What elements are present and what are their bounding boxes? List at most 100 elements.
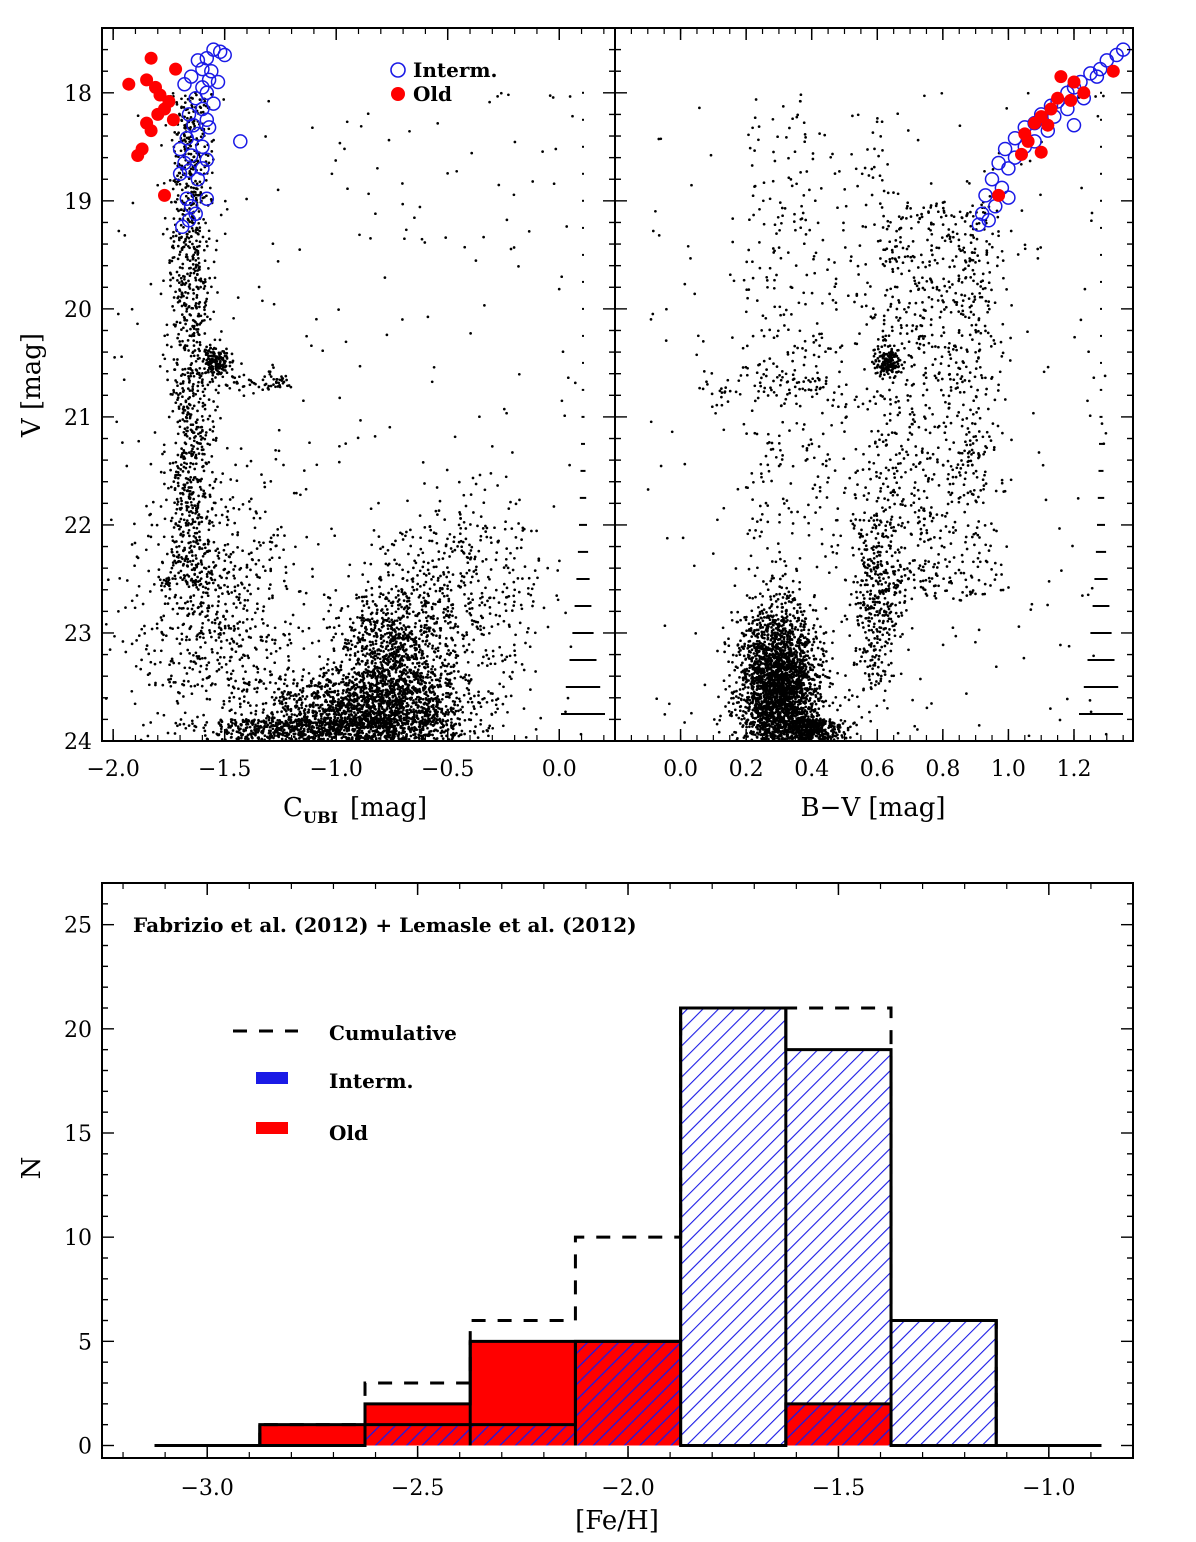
field-star (311, 691, 315, 695)
field-star (190, 607, 194, 611)
field-star (214, 513, 218, 517)
field-star (369, 612, 373, 616)
field-star (462, 575, 466, 579)
field-star (255, 648, 258, 651)
field-star (360, 713, 364, 717)
field-star (159, 505, 163, 508)
field-star (394, 698, 398, 701)
field-star (256, 667, 260, 671)
field-star (400, 605, 403, 609)
field-star (477, 690, 480, 694)
field-star (428, 686, 431, 690)
field-star (192, 271, 196, 275)
field-star (434, 647, 438, 651)
field-star (476, 736, 480, 739)
field-star (387, 562, 391, 566)
field-star (269, 547, 273, 551)
field-star (407, 625, 411, 629)
field-star (208, 493, 212, 497)
field-star (179, 533, 182, 537)
field-star (391, 647, 395, 651)
field-star (225, 610, 229, 613)
field-star (251, 719, 254, 723)
field-star (474, 482, 478, 486)
field-star (365, 602, 369, 606)
field-star (212, 540, 216, 544)
field-star (375, 635, 379, 639)
field-star (399, 710, 403, 714)
field-star (469, 711, 473, 715)
field-star (322, 737, 325, 741)
field-star (405, 734, 408, 737)
field-star (206, 594, 210, 598)
field-star (301, 687, 305, 690)
field-star (451, 687, 455, 690)
field-star (488, 606, 492, 609)
field-star (246, 701, 250, 705)
field-star (372, 634, 376, 638)
field-star (203, 284, 207, 288)
field-star (250, 617, 254, 621)
field-star (220, 513, 224, 517)
field-star (169, 272, 173, 276)
field-star (400, 645, 404, 648)
field-star (271, 638, 274, 642)
field-star (487, 690, 490, 693)
field-star (237, 730, 240, 734)
field-star (226, 542, 230, 546)
field-star (180, 632, 184, 636)
field-star (388, 631, 391, 635)
field-star (483, 488, 487, 492)
field-star (263, 481, 266, 485)
field-star (176, 420, 180, 424)
field-star (490, 713, 494, 716)
field-star (417, 643, 421, 647)
field-star (404, 697, 408, 701)
field-star (323, 710, 327, 714)
field-star (407, 719, 410, 723)
field-star (161, 638, 164, 642)
field-star (153, 662, 157, 666)
field-star (300, 724, 304, 728)
field-star (106, 578, 110, 582)
field-star (444, 720, 448, 723)
field-star (511, 670, 514, 674)
field-star (230, 708, 233, 712)
field-star (448, 532, 452, 536)
field-star (316, 697, 319, 700)
field-star (412, 710, 416, 714)
field-star (191, 603, 195, 607)
field-star (200, 516, 204, 519)
field-star (480, 591, 484, 595)
field-star (406, 634, 409, 638)
field-star (232, 624, 236, 628)
field-star (508, 675, 512, 678)
field-star (372, 703, 375, 707)
field-star (321, 707, 325, 711)
field-star (477, 664, 480, 667)
field-star (423, 630, 426, 634)
field-star (415, 714, 419, 717)
field-star (400, 672, 404, 676)
field-star (431, 646, 434, 650)
field-star (143, 632, 147, 635)
field-star (264, 687, 268, 690)
field-star (421, 725, 425, 729)
field-star (347, 574, 350, 578)
field-star (268, 681, 272, 684)
field-star (396, 687, 399, 691)
field-star (352, 722, 356, 725)
field-star (181, 487, 185, 490)
field-star (199, 645, 202, 649)
field-star (276, 733, 280, 737)
field-star (172, 255, 176, 259)
field-star (410, 592, 414, 595)
field-star (411, 662, 415, 665)
field-star (464, 527, 468, 530)
field-star (398, 653, 401, 657)
field-star (411, 610, 415, 614)
field-star (360, 624, 363, 628)
field-star (365, 709, 369, 713)
field-star (353, 671, 357, 674)
field-star (381, 707, 384, 711)
